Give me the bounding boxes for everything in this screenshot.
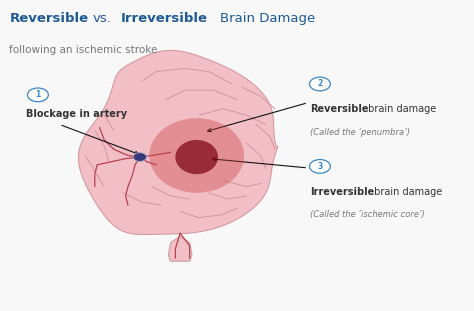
- Text: Reversible: Reversible: [310, 104, 369, 114]
- Ellipse shape: [175, 140, 218, 174]
- Text: Brain Damage: Brain Damage: [220, 12, 316, 26]
- Text: Irreversible: Irreversible: [310, 187, 375, 197]
- Ellipse shape: [149, 118, 244, 193]
- Text: 3: 3: [317, 162, 323, 171]
- Text: Irreversible: Irreversible: [121, 12, 208, 26]
- Text: following an ischemic stroke: following an ischemic stroke: [9, 45, 158, 55]
- Polygon shape: [168, 236, 192, 261]
- Text: Reversible: Reversible: [9, 12, 89, 26]
- Text: (Called the ‘penumbra’): (Called the ‘penumbra’): [310, 128, 410, 137]
- Text: vs.: vs.: [92, 12, 111, 26]
- Text: (Called the ‘ischemic core’): (Called the ‘ischemic core’): [310, 210, 425, 219]
- Text: 1: 1: [35, 91, 41, 99]
- Polygon shape: [78, 50, 278, 234]
- Circle shape: [310, 77, 330, 91]
- Text: brain damage: brain damage: [365, 104, 436, 114]
- Text: 2: 2: [317, 80, 323, 88]
- Circle shape: [133, 153, 146, 161]
- Circle shape: [27, 88, 48, 102]
- Circle shape: [310, 160, 330, 173]
- Text: brain damage: brain damage: [371, 187, 442, 197]
- Text: Blockage in artery: Blockage in artery: [26, 109, 127, 119]
